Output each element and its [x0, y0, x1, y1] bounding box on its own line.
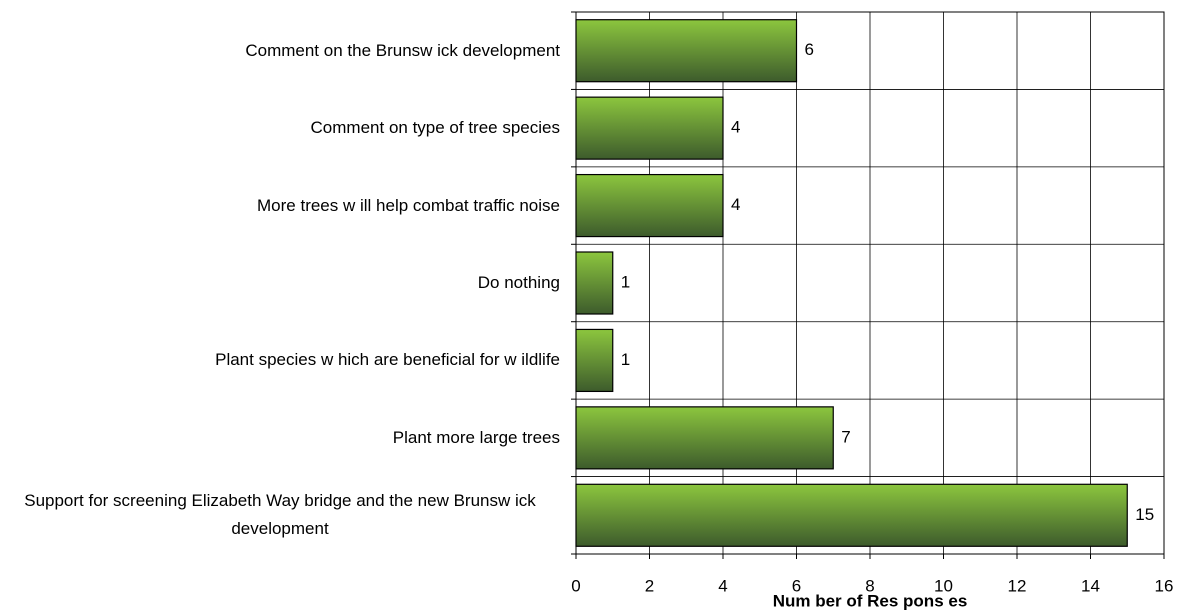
category-text: Support for screening Elizabeth Way brid… [24, 491, 536, 539]
bar [575, 483, 1128, 547]
x-tick-label: 10 [934, 576, 953, 595]
x-axis-title: Num ber of Res pons es [773, 591, 968, 610]
x-tick-label: 14 [1081, 576, 1100, 595]
category-label: Plant species w hich are beneficial for … [0, 322, 560, 399]
category-label: Do nothing [0, 244, 560, 321]
x-tick-label: 2 [645, 576, 654, 595]
x-tick-label: 12 [1008, 576, 1027, 595]
category-text: Comment on the Brunsw ick development [245, 40, 560, 60]
bar [575, 19, 798, 83]
bar [575, 251, 614, 315]
bar [575, 173, 724, 238]
category-label: Support for screening Elizabeth Way brid… [0, 477, 560, 554]
category-text: More trees w ill help combat traffic noi… [257, 195, 560, 215]
bar [575, 328, 614, 393]
x-tick-label: 16 [1155, 576, 1174, 595]
bar [575, 406, 834, 470]
category-text: Plant species w hich are beneficial for … [215, 350, 560, 370]
data-label: 15 [1135, 505, 1154, 524]
category-text: Plant more large trees [392, 427, 560, 447]
data-label: 6 [805, 40, 814, 59]
bar [575, 96, 724, 160]
category-label: Plant more large trees [0, 399, 560, 476]
data-label: 4 [731, 195, 740, 214]
x-tick-label: 0 [571, 576, 580, 595]
category-label: Comment on type of tree species [0, 89, 560, 166]
category-label: More trees w ill help combat traffic noi… [0, 167, 560, 244]
data-label: 4 [731, 118, 740, 137]
category-label: Comment on the Brunsw ick development [0, 12, 560, 89]
data-label: 1 [621, 272, 630, 291]
x-tick-label: 6 [792, 576, 801, 595]
x-tick-label: 8 [865, 576, 874, 595]
category-text: Do nothing [477, 272, 560, 292]
x-tick-label: 4 [718, 576, 727, 595]
category-text: Comment on type of tree species [310, 118, 560, 138]
data-label: 1 [621, 350, 630, 369]
data-label: 7 [841, 427, 850, 446]
